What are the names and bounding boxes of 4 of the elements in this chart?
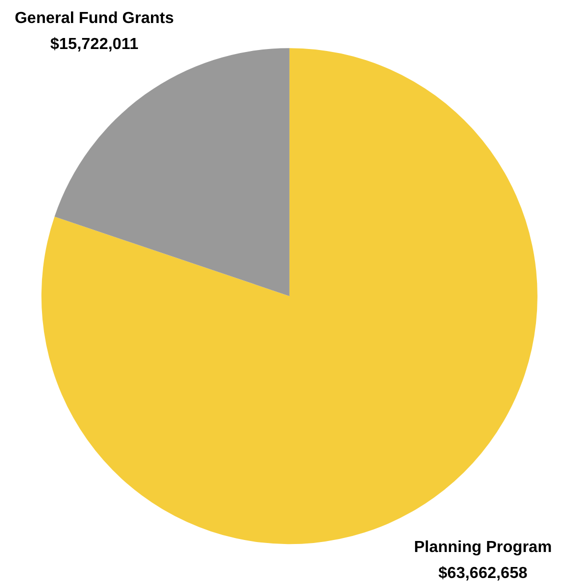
slice-label: Planning Program bbox=[414, 538, 552, 556]
slice-label: General Fund Grants bbox=[14, 10, 174, 27]
data-label: $15,722,011 bbox=[50, 36, 138, 53]
data-label: $63,662,658 bbox=[438, 564, 528, 582]
